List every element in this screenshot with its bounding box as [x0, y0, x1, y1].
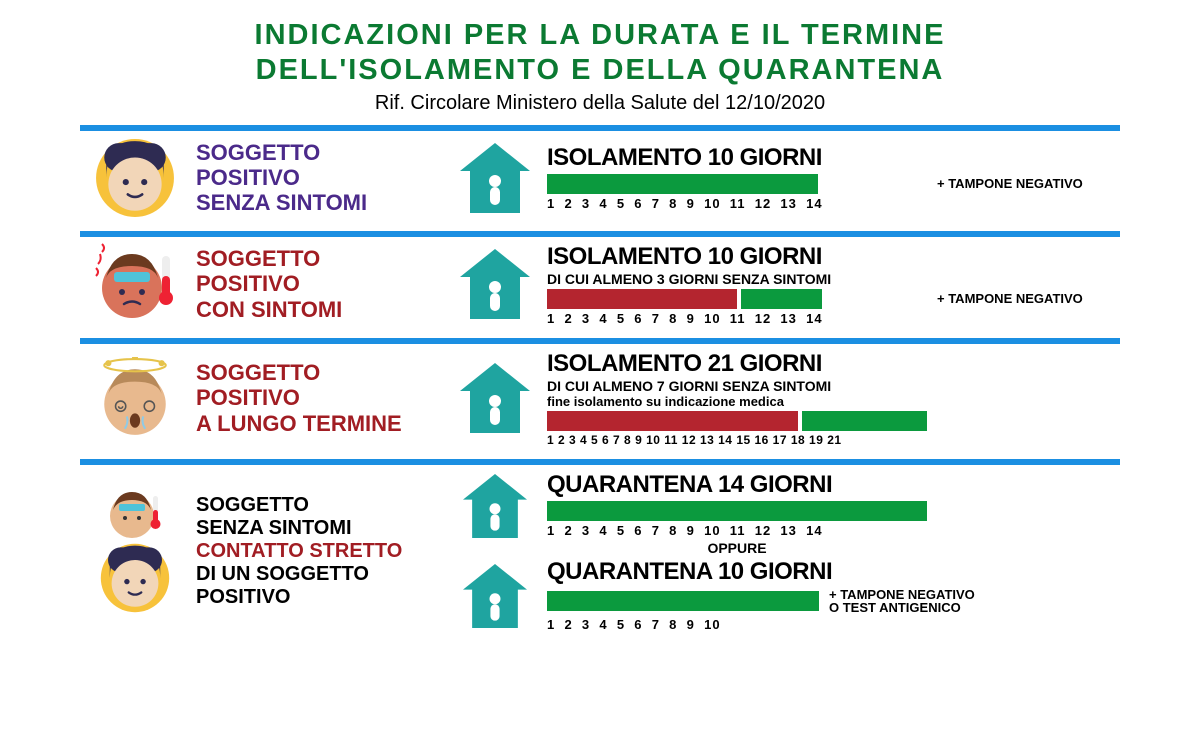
- row-positive-asymptomatic: SOGGETTO POSITIVO SENZA SINTOMI ISOLAMEN…: [80, 133, 1120, 223]
- row-positive-longterm: SOGGETTO POSITIVO A LUNGO TERMINE ISOLAM…: [80, 346, 1120, 451]
- case-label: SOGGETTO POSITIVO SENZA SINTOMI: [190, 140, 455, 216]
- person-fever-icon: [92, 243, 178, 325]
- isolation-info: ISOLAMENTO 21 GIORNI DI CUI ALMENO 7 GIO…: [535, 350, 1120, 447]
- case-label: SOGGETTO SENZA SINTOMI CONTATTO STRETTO …: [190, 494, 455, 609]
- divider: [80, 125, 1120, 131]
- case-label: SOGGETTO POSITIVO A LUNGO TERMINE: [190, 360, 455, 436]
- house-icon: [460, 249, 530, 319]
- header: INDICAZIONI PER LA DURATA E IL TERMINE D…: [80, 18, 1120, 115]
- isolation-info: ISOLAMENTO 10 GIORNI + TAMPONE NEGATIVO …: [535, 144, 1120, 211]
- person-dizzy-icon: [94, 357, 176, 439]
- case-label: SOGGETTO POSITIVO CON SINTOMI: [190, 246, 455, 322]
- timeline-bar: [547, 591, 819, 611]
- timeline-bar: [547, 411, 927, 431]
- timeline-bar: [547, 174, 927, 194]
- divider: [80, 338, 1120, 344]
- person-healthy-icon: [94, 137, 176, 219]
- page-title-line2: DELL'ISOLAMENTO E DELLA QUARANTENA: [80, 53, 1120, 88]
- house-icon: [463, 564, 527, 628]
- timeline-bar: [547, 289, 927, 309]
- timeline-bar: [547, 501, 927, 521]
- divider: [80, 231, 1120, 237]
- divider: [80, 459, 1120, 465]
- house-icon: [460, 143, 530, 213]
- isolation-info: ISOLAMENTO 10 GIORNI DI CUI ALMENO 3 GIO…: [535, 243, 1120, 326]
- quarantine-info: QUARANTENA 14 GIORNI 1 2 3 4 5 6 7 8 9 1…: [535, 471, 1120, 632]
- page-subtitle: Rif. Circolare Ministero della Salute de…: [80, 92, 1120, 115]
- or-label: OPPURE: [547, 540, 927, 556]
- page-title-line1: INDICAZIONI PER LA DURATA E IL TERMINE: [80, 18, 1120, 53]
- row-positive-symptomatic: SOGGETTO POSITIVO CON SINTOMI ISOLAMENTO…: [80, 239, 1120, 330]
- house-icon: [460, 363, 530, 433]
- bar-right-label: + TAMPONE NEGATIVO O TEST ANTIGENICO: [829, 588, 975, 615]
- row-close-contact: SOGGETTO SENZA SINTOMI CONTATTO STRETTO …: [80, 467, 1120, 636]
- person-contact-small-icon: [106, 488, 164, 538]
- person-healthy-icon: [99, 542, 171, 614]
- house-icon: [463, 474, 527, 538]
